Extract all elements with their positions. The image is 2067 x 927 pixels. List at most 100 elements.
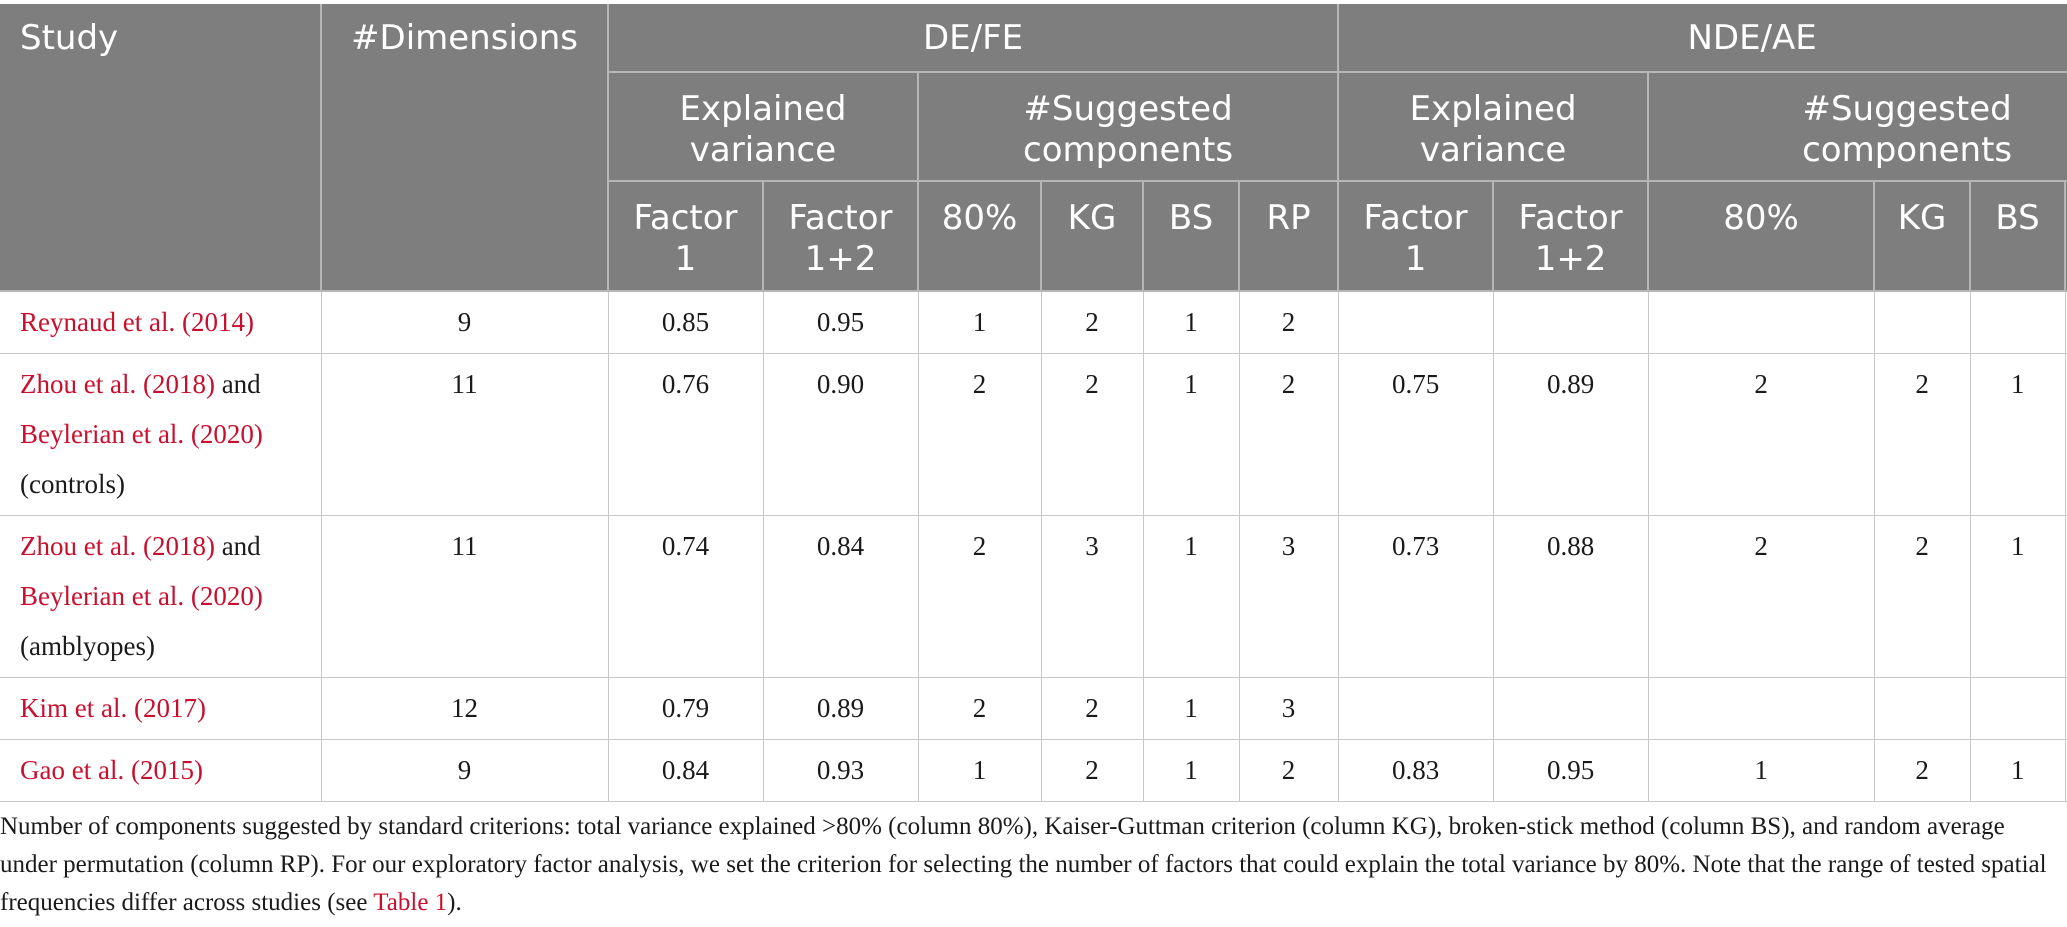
results-table: Study #Dimensions DE/FE NDE/AE Explained… xyxy=(0,4,2067,802)
dimensions-cell: 9 xyxy=(321,739,609,802)
value-cell: 0.84 xyxy=(763,515,919,678)
value-cell xyxy=(2065,291,2067,354)
value-cell: 2 xyxy=(1874,353,1971,516)
table-row: Kim et al. (2017) 12 0.79 0.89 2 2 1 3 xyxy=(0,677,2067,740)
value-cell: 2 xyxy=(918,515,1042,678)
value-cell xyxy=(1874,677,1971,740)
value-cell: 0.83 xyxy=(1338,739,1494,802)
value-cell: 1 xyxy=(1143,515,1240,678)
header-80-nde: 80% xyxy=(1648,181,1876,292)
value-cell xyxy=(1874,291,1971,354)
header-80-de: 80% xyxy=(918,181,1042,292)
study-link[interactable]: Zhou et al. (2018) xyxy=(20,531,215,561)
value-cell xyxy=(2065,677,2067,740)
value-cell: 0.89 xyxy=(763,677,919,740)
header-suggested-components-nde: #Suggested components xyxy=(1648,72,2067,182)
value-cell: 3 xyxy=(1239,677,1339,740)
value-cell: 1 xyxy=(1143,353,1240,516)
value-cell: 2 xyxy=(1041,291,1144,354)
study-conjunction: and xyxy=(221,369,261,399)
value-cell: 2 xyxy=(918,677,1042,740)
value-cell: 0.89 xyxy=(1493,353,1649,516)
value-cell: 2 xyxy=(1239,291,1339,354)
value-cell: 2 xyxy=(1648,515,1875,678)
study-link[interactable]: Kim et al. (2017) xyxy=(20,693,206,723)
caption-end: ). xyxy=(447,889,462,916)
header-row-columns: Factor 1 Factor 1+2 80% KG BS RP Factor … xyxy=(0,181,2067,292)
header-explained-variance-de: Explained variance xyxy=(608,72,919,182)
header-rp-nde: RP xyxy=(2065,181,2067,292)
value-cell xyxy=(1338,291,1494,354)
value-cell: 1 xyxy=(1970,353,2066,516)
value-cell: 2 xyxy=(918,353,1042,516)
study-group-note: (amblyopes) xyxy=(20,631,155,661)
header-factor12-de: Factor 1+2 xyxy=(763,181,919,292)
value-cell: 0.95 xyxy=(1493,739,1649,802)
value-cell: 2 xyxy=(1648,353,1875,516)
dimensions-cell: 9 xyxy=(321,291,609,354)
value-cell: 0.93 xyxy=(763,739,919,802)
study-link[interactable]: Zhou et al. (2018) xyxy=(20,369,215,399)
value-cell: 0.85 xyxy=(608,291,764,354)
header-row-groups: Study #Dimensions DE/FE NDE/AE xyxy=(0,4,2067,292)
header-kg-nde: KG xyxy=(1874,181,1972,292)
header-study: Study xyxy=(0,4,322,292)
header-nde-ae: NDE/AE xyxy=(1338,4,2067,73)
study-cell: Kim et al. (2017) xyxy=(0,677,322,740)
study-link[interactable]: Beylerian et al. (2020) xyxy=(20,581,263,611)
header-de-fe: DE/FE xyxy=(608,4,1340,73)
value-cell: 1 xyxy=(1143,677,1240,740)
study-link[interactable]: Gao et al. (2015) xyxy=(20,755,203,785)
study-link[interactable]: Reynaud et al. (2014) xyxy=(20,307,254,337)
table-1-link[interactable]: Table 1 xyxy=(373,889,448,916)
value-cell: 2 xyxy=(2065,515,2067,678)
value-cell: 2 xyxy=(1874,515,1971,678)
value-cell: 0.74 xyxy=(608,515,764,678)
value-cell: 0.90 xyxy=(763,353,919,516)
header-bs-nde: BS xyxy=(1970,181,2067,292)
value-cell xyxy=(1338,677,1494,740)
value-cell: 0.84 xyxy=(608,739,764,802)
table-row: Reynaud et al. (2014) 9 0.85 0.95 1 2 1 … xyxy=(0,291,2067,354)
value-cell: 1 xyxy=(1143,739,1240,802)
table-row: Zhou et al. (2018) and Beylerian et al. … xyxy=(0,515,2067,678)
value-cell xyxy=(1648,291,1875,354)
value-cell: 2 xyxy=(1041,677,1144,740)
value-cell: 1 xyxy=(918,739,1042,802)
header-factor1-de: Factor 1 xyxy=(608,181,764,292)
value-cell: 1 xyxy=(918,291,1042,354)
study-cell: Reynaud et al. (2014) xyxy=(0,291,322,354)
header-rp-de: RP xyxy=(1239,181,1340,292)
value-cell xyxy=(1493,291,1649,354)
value-cell xyxy=(1970,677,2066,740)
study-conjunction: and xyxy=(221,531,261,561)
value-cell xyxy=(1493,677,1649,740)
value-cell: 0.79 xyxy=(608,677,764,740)
table-caption: Number of components suggested by standa… xyxy=(0,808,2050,922)
study-group-note: (controls) xyxy=(20,469,125,499)
table-row: Zhou et al. (2018) and Beylerian et al. … xyxy=(0,353,2067,516)
header-bs-de: BS xyxy=(1143,181,1240,292)
value-cell: 0.73 xyxy=(1338,515,1494,678)
value-cell: 3 xyxy=(1041,515,1144,678)
study-link[interactable]: Beylerian et al. (2020) xyxy=(20,419,263,449)
dimensions-cell: 12 xyxy=(321,677,609,740)
value-cell: 2 xyxy=(1041,353,1144,516)
value-cell: 2 xyxy=(2065,739,2067,802)
value-cell: 2 xyxy=(1874,739,1971,802)
caption-text: Number of components suggested by standa… xyxy=(0,813,2047,916)
value-cell: 0.75 xyxy=(1338,353,1494,516)
value-cell: 0.76 xyxy=(608,353,764,516)
value-cell: 2 xyxy=(1239,739,1339,802)
value-cell: 2 xyxy=(1041,739,1144,802)
value-cell: 1 xyxy=(1143,291,1240,354)
value-cell xyxy=(1648,677,1875,740)
study-cell: Zhou et al. (2018) and Beylerian et al. … xyxy=(0,353,322,516)
header-dimensions: #Dimensions xyxy=(321,4,609,292)
header-factor1-nde: Factor 1 xyxy=(1338,181,1495,292)
dimensions-cell: 11 xyxy=(321,515,609,678)
header-explained-variance-nde: Explained variance xyxy=(1338,72,1650,182)
table-row: Gao et al. (2015) 9 0.84 0.93 1 2 1 2 0.… xyxy=(0,739,2067,802)
value-cell: 0.95 xyxy=(763,291,919,354)
header-factor12-nde: Factor 1+2 xyxy=(1493,181,1650,292)
